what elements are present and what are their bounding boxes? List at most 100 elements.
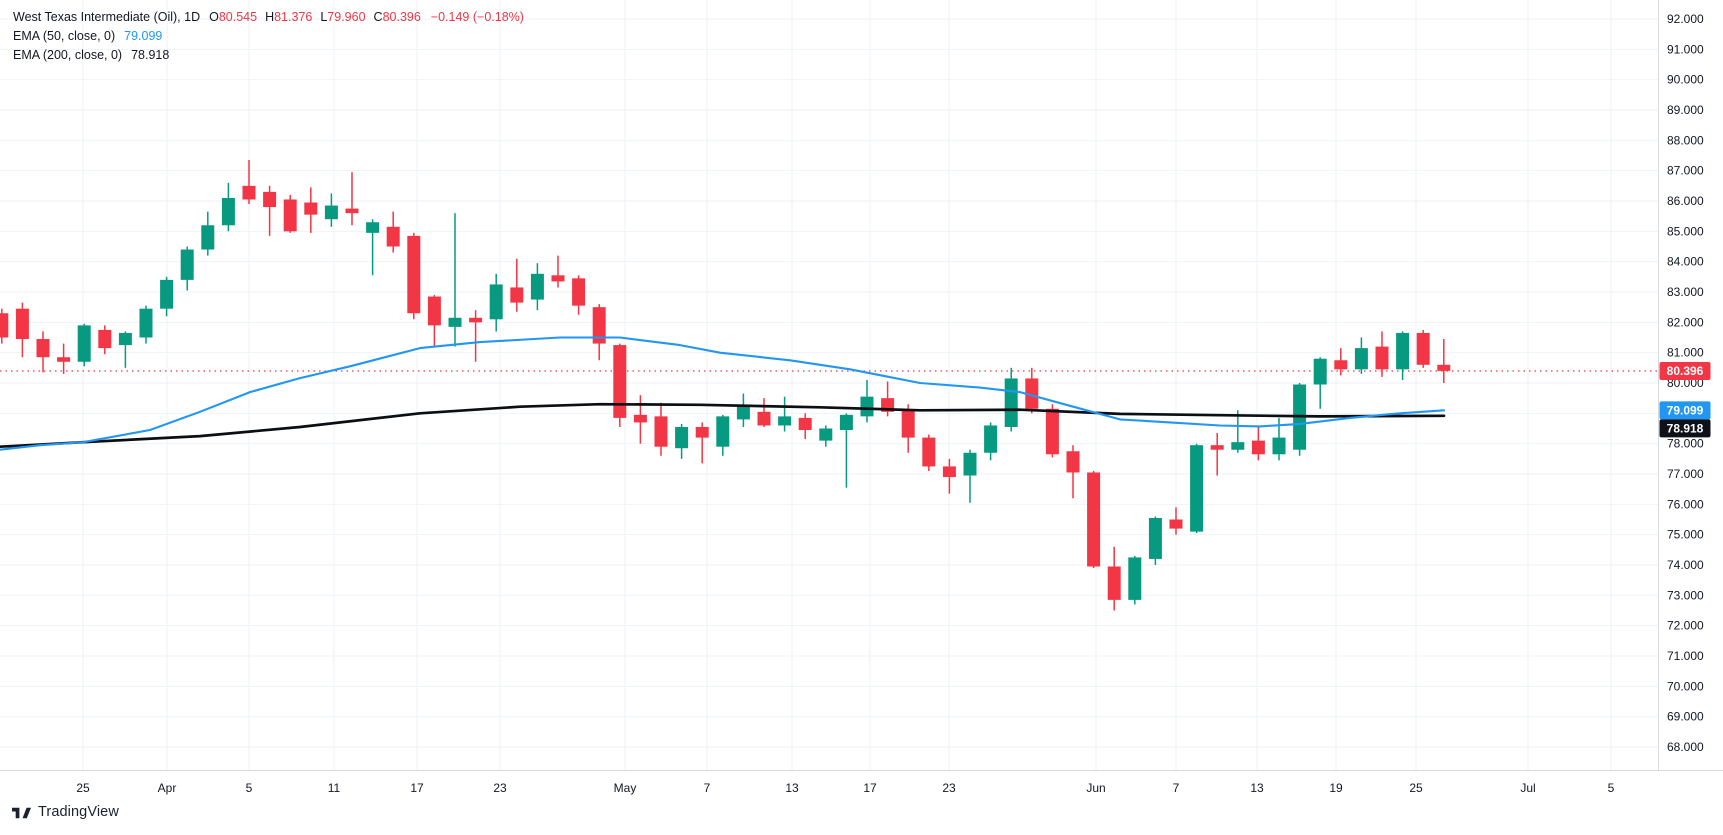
candle[interactable] <box>1334 348 1348 376</box>
tradingview-logo[interactable]: TradingView <box>12 804 119 820</box>
ema50-value: 79.099 <box>124 29 163 43</box>
ema-50-line <box>0 336 1446 451</box>
candle[interactable] <box>1087 470 1101 569</box>
candle[interactable] <box>1416 329 1430 368</box>
svg-text:74.000: 74.000 <box>1667 558 1704 572</box>
candle[interactable] <box>201 211 215 256</box>
candle[interactable] <box>1066 445 1080 499</box>
candle[interactable] <box>1210 433 1224 476</box>
candle[interactable] <box>263 185 277 236</box>
svg-text:79.099: 79.099 <box>1667 403 1704 417</box>
candle[interactable] <box>530 263 544 311</box>
ohlc-value: 80.396 <box>382 10 421 24</box>
candle[interactable] <box>1396 331 1410 380</box>
candles[interactable] <box>0 160 1451 611</box>
candle[interactable] <box>180 246 194 291</box>
candle[interactable] <box>1293 383 1307 456</box>
candle[interactable] <box>139 305 153 344</box>
candle[interactable] <box>0 308 9 344</box>
candle[interactable] <box>448 213 462 347</box>
candle[interactable] <box>118 331 132 368</box>
candle[interactable] <box>160 276 174 317</box>
candle[interactable] <box>242 160 256 205</box>
candle[interactable] <box>77 323 91 367</box>
candle[interactable] <box>839 413 853 488</box>
legend-symbol-row[interactable]: West Texas Intermediate (Oil), 1D O80.545… <box>13 8 524 27</box>
candle[interactable] <box>1107 546 1121 611</box>
svg-text:87.000: 87.000 <box>1667 164 1704 178</box>
candle[interactable] <box>675 423 689 459</box>
ohlc-key: L <box>320 10 328 24</box>
candle[interactable] <box>1437 339 1451 383</box>
candle[interactable] <box>819 425 833 447</box>
candle[interactable] <box>963 449 977 503</box>
candle[interactable] <box>1045 404 1059 458</box>
ema200-label: EMA (200, close, 0) <box>13 48 123 62</box>
tradingview-logo-icon <box>12 807 31 818</box>
svg-text:81.000: 81.000 <box>1667 346 1704 360</box>
candle[interactable] <box>1169 507 1183 535</box>
candle[interactable] <box>942 458 956 494</box>
candle[interactable] <box>798 413 812 440</box>
candle[interactable] <box>1251 425 1265 461</box>
legend-ema200-row[interactable]: EMA (200, close, 0) 78.918 <box>13 46 524 65</box>
candle[interactable] <box>1354 337 1368 374</box>
candle[interactable] <box>633 395 647 444</box>
candle[interactable] <box>98 325 112 355</box>
candle[interactable] <box>1004 367 1018 432</box>
candle[interactable] <box>304 187 318 233</box>
svg-text:72.000: 72.000 <box>1667 619 1704 633</box>
candle[interactable] <box>1313 357 1327 409</box>
svg-text:19: 19 <box>1329 781 1343 795</box>
candle[interactable] <box>1128 555 1142 605</box>
candle[interactable] <box>1375 331 1389 377</box>
candle[interactable] <box>613 343 627 427</box>
candle[interactable] <box>881 381 895 417</box>
candle[interactable] <box>57 343 71 374</box>
candle[interactable] <box>15 302 29 358</box>
candle[interactable] <box>489 273 503 332</box>
svg-text:73.000: 73.000 <box>1667 588 1704 602</box>
candle[interactable] <box>551 255 565 288</box>
candle[interactable] <box>427 295 441 347</box>
candle[interactable] <box>592 304 606 361</box>
candle[interactable] <box>695 422 709 464</box>
candle[interactable] <box>1148 516 1162 565</box>
candle[interactable] <box>345 172 359 226</box>
candle[interactable] <box>757 398 771 427</box>
svg-text:25: 25 <box>1409 781 1423 795</box>
ema50-label: EMA (50, close, 0) <box>13 29 116 43</box>
candle[interactable] <box>324 193 338 227</box>
candle[interactable] <box>469 310 483 362</box>
candle[interactable] <box>407 232 421 320</box>
svg-text:68.000: 68.000 <box>1667 740 1704 754</box>
candle[interactable] <box>922 434 936 471</box>
candle[interactable] <box>1025 367 1039 414</box>
candle[interactable] <box>572 275 586 315</box>
candle[interactable] <box>901 404 915 453</box>
grid-lines <box>0 0 1658 770</box>
ohlc-value: 79.960 <box>327 10 366 24</box>
candle[interactable] <box>366 219 380 276</box>
legend-ema50-row[interactable]: EMA (50, close, 0) 79.099 <box>13 27 524 46</box>
candle[interactable] <box>221 182 235 232</box>
candle[interactable] <box>778 396 792 432</box>
candle[interactable] <box>736 393 750 427</box>
candle[interactable] <box>1190 443 1204 534</box>
svg-text:86.000: 86.000 <box>1667 194 1704 208</box>
candle[interactable] <box>386 211 400 253</box>
candle[interactable] <box>510 258 524 312</box>
candle[interactable] <box>984 422 998 461</box>
svg-text:5: 5 <box>1608 781 1615 795</box>
candle[interactable] <box>716 414 730 456</box>
candle[interactable] <box>283 194 297 233</box>
price-badge: 80.396 <box>1659 361 1711 380</box>
candle[interactable] <box>1231 410 1245 453</box>
candle[interactable] <box>860 379 874 423</box>
time-axis[interactable]: 25 Apr 5 11 17 23 May 7 13 17 23 Jun 7 13 19 25 Jul 5 <box>76 781 1614 795</box>
svg-text:23: 23 <box>493 781 507 795</box>
candle[interactable] <box>654 402 668 456</box>
candle[interactable] <box>36 331 50 373</box>
price-axis[interactable]: 68.000 69.000 70.000 71.000 72.000 73.000 74.0… <box>1667 12 1704 754</box>
